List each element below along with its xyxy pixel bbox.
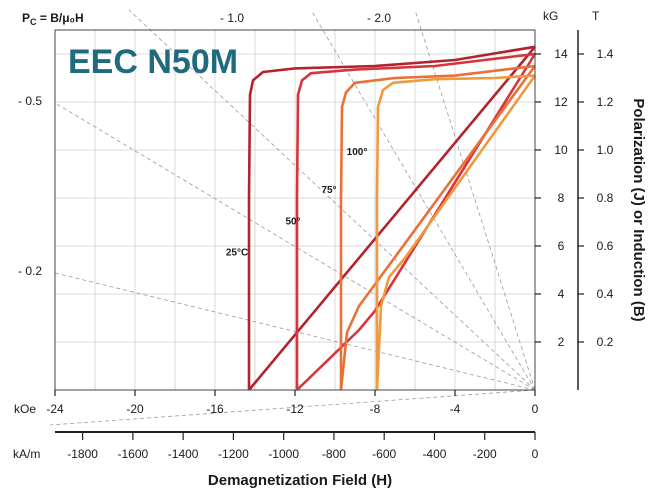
permeance-coefficient-lines: - 1.0 - 2.0 - 0.5 - 0.2: [18, 9, 536, 426]
pc-formula-label: PC = B/μ₀H: [22, 11, 84, 27]
x-tick-label-kam: -1000: [268, 447, 299, 461]
x-axis-title: Demagnetization Field (H): [208, 472, 392, 489]
y-tick-label-kg: 4: [558, 287, 565, 301]
x-unit-koe: kOe: [14, 402, 36, 416]
x-tick-label-koe: -20: [126, 402, 144, 416]
pc-line: [414, 9, 536, 391]
x-tick-label-kam: -1600: [118, 447, 149, 461]
x-tick-label-kam: -1800: [67, 447, 98, 461]
x-tick-label-kam: 0: [532, 447, 539, 461]
y-unit-t: T: [592, 9, 600, 23]
pc-line-label: - 0.2: [18, 264, 42, 278]
chart-title: EEC N50M: [68, 43, 238, 81]
series-label: 75°: [321, 185, 336, 196]
tick-labels: -24 -20 -16 -12 -8 -4 0 -1800 -1600 -1400 -1200 -10…: [46, 47, 613, 461]
pc-line: [128, 9, 536, 391]
x-tick-label-koe: -12: [286, 402, 304, 416]
y-tick-label-t: 0.8: [597, 191, 614, 205]
series-label: 25°C: [226, 248, 248, 259]
axes: [54, 29, 584, 440]
b-line-1: [296, 53, 537, 391]
y-tick-label-t: 1.4: [597, 47, 614, 61]
b-line-2: [339, 65, 537, 391]
x-tick-label-koe: -16: [206, 402, 224, 416]
j-curve-0: [247, 45, 536, 390]
pc-line-label: - 1.0: [220, 11, 244, 25]
x-tick-label-kam: -1200: [218, 447, 249, 461]
y-tick-label-t: 0.2: [597, 335, 614, 349]
series-label: 50°: [285, 216, 300, 227]
x-tick-label-koe: -24: [46, 402, 64, 416]
pc-line: [54, 102, 536, 391]
pc-line-label: - 0.5: [18, 94, 42, 108]
y-tick-label-kg: 14: [554, 47, 568, 61]
y-tick-label-kg: 12: [554, 95, 568, 109]
b-line-3: [375, 74, 537, 391]
y-tick-label-kg: 6: [558, 239, 565, 253]
y-tick-label-t: 0.4: [597, 287, 614, 301]
y-unit-kg: kG: [543, 9, 558, 23]
pc-line: [54, 272, 536, 391]
x-tick-label-koe: -4: [450, 402, 461, 416]
y-tick-label-kg: 10: [554, 143, 568, 157]
j-curve-3: [375, 74, 536, 390]
x-tick-label-kam: -800: [322, 447, 346, 461]
y-tick-label-t: 1.2: [597, 95, 614, 109]
j-curve-2: [339, 64, 536, 390]
x-tick-label-kam: -400: [422, 447, 446, 461]
x-tick-label-kam: -1400: [168, 447, 199, 461]
y-tick-label-kg: 8: [558, 191, 565, 205]
y-tick-label-kg: 2: [558, 335, 565, 349]
x-tick-label-kam: -600: [372, 447, 396, 461]
pc-line-label: - 2.0: [367, 11, 391, 25]
x-tick-label-koe: -8: [370, 402, 381, 416]
y-axis-title: Polarization (J) or Induction (B): [630, 98, 647, 321]
x-tick-label-koe: 0: [532, 402, 539, 416]
curves: 25°C 50° 75° 100°: [226, 45, 537, 391]
x-tick-label-kam: -200: [473, 447, 497, 461]
y-tick-label-t: 0.6: [597, 239, 614, 253]
x-unit-kam: kA/m: [13, 447, 40, 461]
pc-line: [310, 9, 536, 391]
series-label: 100°: [347, 147, 368, 158]
j-curve-1: [295, 52, 536, 390]
y-tick-label-t: 1.0: [597, 143, 614, 157]
